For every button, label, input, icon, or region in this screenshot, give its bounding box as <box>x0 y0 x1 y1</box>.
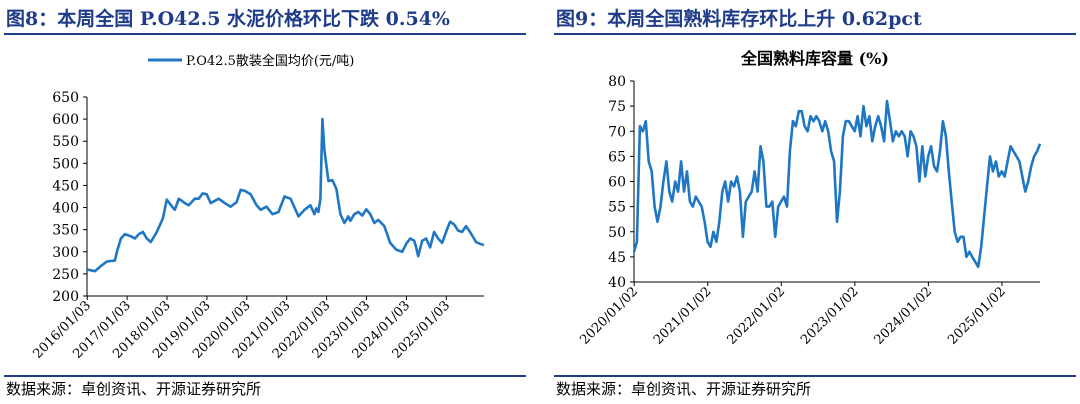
series-line <box>632 99 1042 269</box>
y-tick-label: 500 <box>52 156 79 172</box>
figure-8-panel: 图8：本周全国 P.O42.5 水泥价格环比下跌 0.54% 650 600 550… <box>0 0 530 404</box>
x-tick-label: 2020/01/02 <box>577 284 641 348</box>
series-line <box>86 117 485 273</box>
x-tick-label: 2022/01/02 <box>725 284 789 348</box>
source-rule <box>554 375 1076 377</box>
y-tick-label: 300 <box>52 245 79 261</box>
y-tick-label: 80 <box>608 74 626 90</box>
y-tick-label: 450 <box>52 178 79 194</box>
x-tick-label: 2023/01/02 <box>798 284 862 348</box>
y-tick-label: 350 <box>52 223 79 239</box>
y-tick-label: 50 <box>608 225 626 241</box>
chart-title: 全国熟料库容量 (%) <box>740 49 889 68</box>
data-source-note: 数据来源：卓创资讯、开源证券研究所 <box>6 380 262 398</box>
y-tick-label: 650 <box>52 90 79 106</box>
x-tick-label: 2021/01/02 <box>651 284 715 348</box>
figure-9-panel: 图9：本周全国熟料库存环比上升 0.62pct 80 75 70 65 60 55 50 45… <box>550 0 1080 404</box>
y-tick-label: 65 <box>608 149 626 165</box>
x-tick-label: 2025/01/02 <box>945 284 1009 348</box>
x-tick-label: 2024/01/02 <box>872 284 936 348</box>
figure-title: 图9：本周全国熟料库存环比上升 0.62pct <box>556 8 922 30</box>
y-tick-label: 400 <box>52 201 79 217</box>
y-tick-label: 60 <box>608 175 626 191</box>
y-tick-label: 45 <box>608 250 626 266</box>
title-rule <box>4 33 526 35</box>
y-tick-label: 75 <box>608 99 626 115</box>
y-tick-label: 600 <box>52 112 79 128</box>
cement-price-chart: 6506005505004504003503002502002016/01/03… <box>30 53 485 362</box>
y-tick-label: 40 <box>608 275 626 291</box>
y-tick-label: 250 <box>52 267 79 283</box>
y-tick-label: 550 <box>52 134 79 150</box>
source-rule <box>4 375 526 377</box>
y-tick-label: 200 <box>52 289 79 305</box>
y-tick-label: 55 <box>608 200 626 216</box>
legend-label: P.O42.5散装全国均价(元/吨) <box>186 53 354 69</box>
data-source-note: 数据来源：卓创资讯、开源证券研究所 <box>556 380 812 398</box>
title-rule <box>554 33 1076 35</box>
figure-title: 图8：本周全国 P.O42.5 水泥价格环比下跌 0.54% <box>6 8 450 30</box>
y-tick-label: 70 <box>608 124 626 140</box>
